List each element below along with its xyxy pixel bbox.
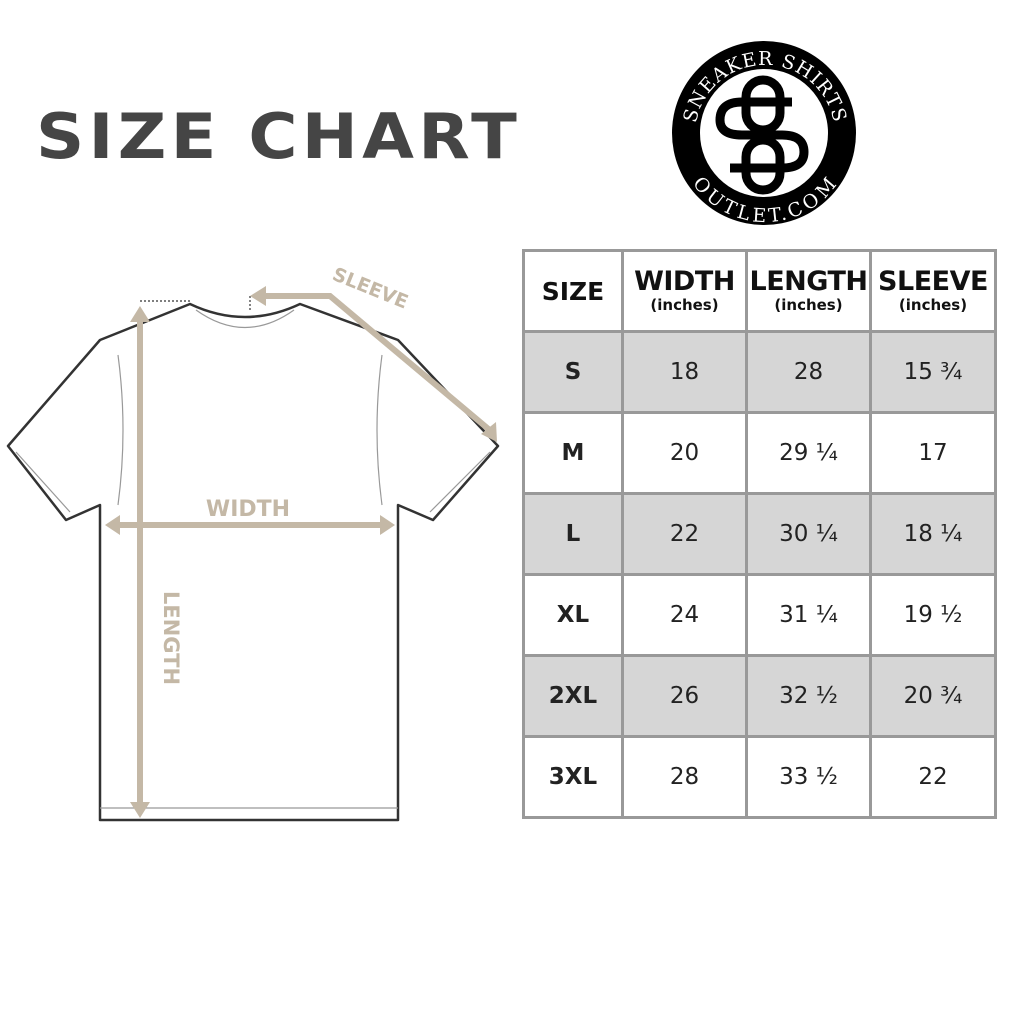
header-width: WIDTH (inches) — [621, 249, 748, 333]
sleeve-cell: 22 — [869, 735, 997, 819]
tshirt-diagram: WIDTH LENGTH SLEEVE — [6, 263, 500, 822]
size-cell: M — [522, 411, 624, 495]
table-row: L 22 30 ¼ 18 ¼ — [522, 492, 997, 576]
length-cell: 29 ¼ — [745, 411, 872, 495]
size-cell: S — [522, 330, 624, 414]
table-row: 2XL 26 32 ½ 20 ¾ — [522, 654, 997, 738]
length-cell: 33 ½ — [745, 735, 872, 819]
sleeve-cell: 20 ¾ — [869, 654, 997, 738]
sleeve-cell: 19 ½ — [869, 573, 997, 657]
width-cell: 22 — [621, 492, 748, 576]
table-row: XL 24 31 ¼ 19 ½ — [522, 573, 997, 657]
width-cell: 26 — [621, 654, 748, 738]
length-cell: 28 — [745, 330, 872, 414]
size-cell: 3XL — [522, 735, 624, 819]
size-cell: 2XL — [522, 654, 624, 738]
width-cell: 28 — [621, 735, 748, 819]
header-size: SIZE — [522, 249, 624, 333]
width-label: WIDTH — [206, 497, 290, 522]
size-cell: L — [522, 492, 624, 576]
brand-logo: SNEAKER SHIRTS OUTLET.COM — [672, 41, 856, 227]
length-cell: 31 ¼ — [745, 573, 872, 657]
width-cell: 18 — [621, 330, 748, 414]
size-table: SIZE WIDTH (inches) LENGTH (inches) SLEEVE… — [522, 249, 997, 819]
size-cell: XL — [522, 573, 624, 657]
length-cell: 30 ¼ — [745, 492, 872, 576]
length-cell: 32 ½ — [745, 654, 872, 738]
header-sleeve: SLEEVE (inches) — [869, 249, 997, 333]
width-cell: 20 — [621, 411, 748, 495]
table-row: M 20 29 ¼ 17 — [522, 411, 997, 495]
header-length: LENGTH (inches) — [745, 249, 872, 333]
measure-arrows — [105, 286, 497, 818]
width-cell: 24 — [621, 573, 748, 657]
sleeve-cell: 18 ¼ — [869, 492, 997, 576]
sleeve-cell: 15 ¾ — [869, 330, 997, 414]
length-label: LENGTH — [159, 591, 183, 685]
table-header-row: SIZE WIDTH (inches) LENGTH (inches) SLEEVE… — [522, 249, 997, 333]
sleeve-cell: 17 — [869, 411, 997, 495]
monogram-icon — [715, 75, 809, 195]
table-row: S 18 28 15 ¾ — [522, 330, 997, 414]
sleeve-arrow — [262, 293, 494, 435]
tshirt-outline — [6, 302, 500, 822]
table-row: 3XL 28 33 ½ 22 — [522, 735, 997, 819]
page-title: SIZE CHART — [36, 100, 522, 173]
